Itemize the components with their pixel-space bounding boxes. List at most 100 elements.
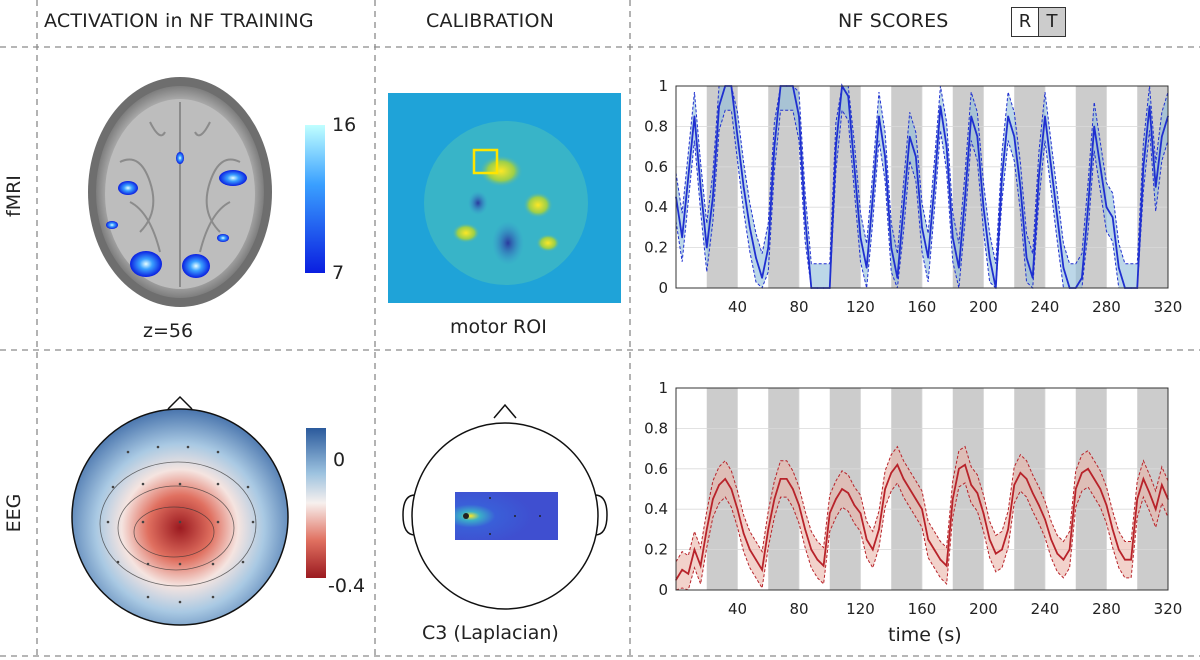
score-point bbox=[712, 498, 714, 500]
score-point bbox=[865, 267, 868, 269]
score-point bbox=[1074, 488, 1077, 490]
score-point bbox=[1136, 498, 1139, 500]
eeg-colorbar-min: -0.4 bbox=[328, 575, 366, 597]
score-point bbox=[958, 267, 960, 269]
score-point bbox=[761, 277, 763, 279]
x-tick-label: 160 bbox=[908, 600, 937, 618]
score-point bbox=[1099, 488, 1102, 490]
x-tick-label: 240 bbox=[1031, 298, 1060, 316]
score-point bbox=[712, 196, 714, 198]
score-point bbox=[1118, 267, 1120, 269]
score-point bbox=[884, 488, 886, 490]
score-point bbox=[693, 115, 696, 118]
score-point bbox=[1062, 267, 1065, 269]
score-point bbox=[681, 569, 683, 571]
activation-blob bbox=[118, 181, 138, 195]
score-point bbox=[736, 508, 739, 510]
score-point bbox=[890, 246, 893, 249]
score-point bbox=[982, 512, 985, 515]
score-point bbox=[742, 532, 745, 535]
score-point bbox=[945, 564, 948, 567]
fmri-calibration-map bbox=[388, 93, 621, 303]
score-point bbox=[921, 508, 923, 510]
score-point bbox=[1093, 125, 1095, 128]
eeg-scalp-map bbox=[71, 395, 289, 626]
score-point bbox=[785, 478, 788, 480]
score-point bbox=[828, 512, 831, 515]
roi-label: motor ROI bbox=[450, 316, 547, 338]
score-point bbox=[976, 135, 979, 138]
score-point bbox=[804, 216, 806, 219]
score-point bbox=[915, 498, 917, 500]
score-point bbox=[1081, 277, 1083, 279]
score-point bbox=[1044, 518, 1046, 521]
score-point bbox=[1013, 135, 1016, 138]
score-point bbox=[687, 573, 690, 575]
score-point bbox=[773, 145, 776, 148]
score-point bbox=[810, 548, 813, 551]
score-point bbox=[1111, 216, 1114, 219]
score-point bbox=[945, 145, 948, 148]
x-tick-label: 280 bbox=[1092, 600, 1121, 618]
score-point bbox=[1056, 552, 1059, 555]
score-point bbox=[921, 226, 923, 229]
score-point bbox=[1105, 206, 1108, 208]
x-tick-label: 280 bbox=[1092, 298, 1121, 316]
fmri-slice-label: z=56 bbox=[143, 320, 194, 342]
legend-task: T bbox=[1039, 8, 1065, 36]
confidence-band bbox=[676, 446, 1168, 590]
score-point bbox=[976, 492, 979, 494]
plot-frame bbox=[675, 387, 1169, 591]
score-point bbox=[927, 256, 929, 259]
score-point bbox=[773, 498, 776, 500]
score-point bbox=[1087, 468, 1089, 470]
score-point bbox=[1001, 548, 1003, 551]
score-point bbox=[902, 206, 905, 208]
score-point bbox=[872, 548, 874, 551]
score-point bbox=[908, 135, 911, 138]
score-point bbox=[730, 488, 733, 490]
y-tick-label: 0.8 bbox=[644, 117, 668, 135]
score-point bbox=[705, 528, 708, 531]
score-point bbox=[1142, 478, 1145, 480]
y-tick-label: 0.6 bbox=[644, 460, 668, 478]
score-point bbox=[1025, 256, 1028, 259]
score-point bbox=[884, 155, 886, 158]
laplacian-patch bbox=[455, 492, 558, 540]
y-tick-label: 0 bbox=[658, 279, 668, 297]
score-point bbox=[1142, 166, 1145, 168]
score-point bbox=[835, 498, 837, 500]
score-point bbox=[878, 115, 880, 118]
score-point bbox=[718, 484, 720, 486]
score-point bbox=[1148, 492, 1151, 494]
upper-bound-line bbox=[675, 85, 1169, 265]
score-point bbox=[1068, 548, 1071, 551]
score-point bbox=[1019, 186, 1022, 188]
score-point bbox=[939, 558, 942, 561]
row-label-fmri: fMRI bbox=[3, 175, 25, 217]
score-point bbox=[1118, 548, 1120, 551]
score-point bbox=[1154, 186, 1157, 188]
score-point bbox=[1130, 558, 1132, 561]
y-tick-label: 1 bbox=[658, 379, 668, 397]
score-point bbox=[1124, 558, 1126, 561]
score-point bbox=[872, 196, 874, 198]
y-tick-label: 0.6 bbox=[644, 158, 668, 176]
fmri-colorbar-min: 7 bbox=[332, 262, 345, 284]
score-point bbox=[749, 548, 751, 551]
score-point bbox=[804, 528, 806, 531]
score-point bbox=[736, 135, 739, 138]
score-point bbox=[988, 256, 991, 259]
lower-bound-line bbox=[675, 481, 1169, 591]
x-tick-label: 40 bbox=[728, 298, 747, 316]
score-point bbox=[896, 463, 899, 466]
score-point bbox=[933, 548, 936, 551]
eeg-calibration-head bbox=[402, 403, 608, 610]
score-point bbox=[699, 564, 702, 567]
roi-box bbox=[472, 148, 499, 175]
x-tick-label: 320 bbox=[1154, 600, 1183, 618]
header-nf-scores: NF SCORES bbox=[838, 10, 949, 32]
score-point bbox=[761, 569, 763, 571]
score-point bbox=[755, 558, 757, 561]
x-tick-label: 200 bbox=[969, 298, 998, 316]
